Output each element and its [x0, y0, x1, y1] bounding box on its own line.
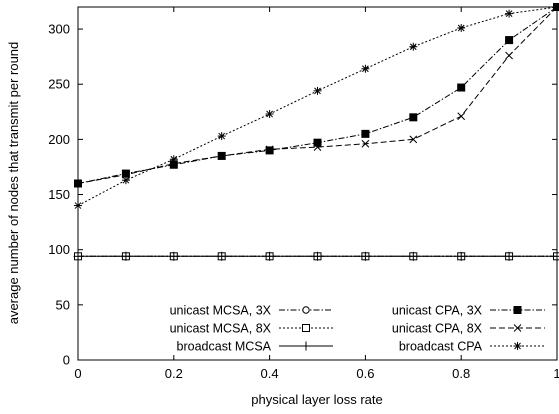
legend-marker	[301, 341, 311, 351]
data-point	[122, 170, 130, 179]
data-point	[265, 110, 274, 119]
legend-item: unicast CPA, 8X	[392, 322, 545, 336]
x-tick-label: 0.8	[452, 366, 470, 381]
data-point	[457, 83, 466, 92]
y-axis-label: average number of nodes that transmit pe…	[6, 42, 21, 325]
data-point	[169, 155, 178, 164]
data-point	[121, 251, 131, 261]
legend-marker	[513, 306, 522, 314]
data-point	[217, 132, 226, 141]
legend-marker	[302, 324, 310, 332]
series-layer	[73, 3, 559, 261]
data-point	[121, 169, 130, 178]
legend-marker	[302, 306, 310, 314]
y-tick-label: 50	[56, 297, 70, 312]
legend-label: unicast MCSA, 3X	[170, 304, 272, 318]
series-3	[74, 3, 559, 188]
data-point	[456, 251, 466, 261]
x-axis-label: physical layer loss rate	[251, 392, 383, 407]
y-tick-label: 100	[48, 242, 70, 257]
x-tick-label: 0	[74, 366, 81, 381]
data-point	[313, 138, 322, 147]
legend-label: unicast CPA, 8X	[392, 322, 483, 336]
plot-frame	[77, 6, 558, 361]
legend-label: broadcast MCSA	[177, 340, 272, 354]
legend-item: unicast MCSA, 3X	[170, 304, 333, 318]
data-point	[265, 145, 274, 154]
data-point	[217, 251, 227, 261]
x-tick-label: 0.4	[261, 366, 279, 381]
legend-label: unicast MCSA, 8X	[170, 322, 272, 336]
legend-label: unicast CPA, 3X	[392, 304, 483, 318]
data-point	[505, 51, 513, 60]
data-point	[121, 176, 130, 185]
y-tick-label: 250	[48, 77, 70, 92]
data-point	[313, 251, 322, 261]
data-point	[361, 139, 370, 148]
series-line	[77, 6, 558, 184]
data-point	[409, 113, 418, 122]
data-point	[504, 251, 514, 261]
y-tick-label: 150	[48, 187, 70, 202]
data-point	[265, 251, 275, 261]
data-point	[457, 112, 466, 121]
data-point	[360, 251, 370, 261]
data-point	[505, 36, 514, 45]
data-point	[457, 23, 466, 32]
data-point	[313, 86, 322, 95]
data-point	[169, 160, 178, 169]
series-line	[77, 6, 558, 184]
series-line	[77, 6, 558, 207]
x-tick-label: 0.2	[165, 366, 183, 381]
data-point	[409, 42, 418, 51]
series-4	[74, 3, 559, 188]
data-point	[313, 143, 322, 151]
x-tick-label: 1	[553, 366, 559, 381]
legend-marker	[513, 342, 522, 350]
legend-item: unicast MCSA, 8X	[170, 322, 333, 336]
data-point	[361, 129, 370, 138]
legend: unicast MCSA, 3X unicast MCSA, 8X broadcas…	[170, 304, 545, 354]
data-point	[217, 152, 226, 160]
y-tick-label: 0	[63, 353, 70, 368]
legend-marker	[513, 324, 522, 332]
series-2	[73, 251, 559, 261]
legend-label: broadcast CPA	[399, 340, 483, 354]
legend-item: broadcast CPA	[399, 340, 545, 354]
ticks-layer: 0 0.2 0.4 0.6 0.8 1 0 50 100 150 200 250 300	[48, 7, 559, 381]
series-5	[74, 3, 559, 210]
data-point	[361, 64, 370, 73]
data-point	[505, 9, 514, 18]
legend-item: unicast CPA, 3X	[392, 304, 545, 318]
data-point	[265, 146, 274, 155]
y-tick-label: 300	[48, 22, 70, 37]
data-point	[169, 251, 179, 261]
x-tick-label: 0.6	[356, 366, 374, 381]
y-tick-label: 200	[48, 132, 70, 147]
data-point	[409, 135, 418, 144]
data-point	[408, 251, 418, 261]
legend-item: broadcast MCSA	[177, 340, 333, 354]
